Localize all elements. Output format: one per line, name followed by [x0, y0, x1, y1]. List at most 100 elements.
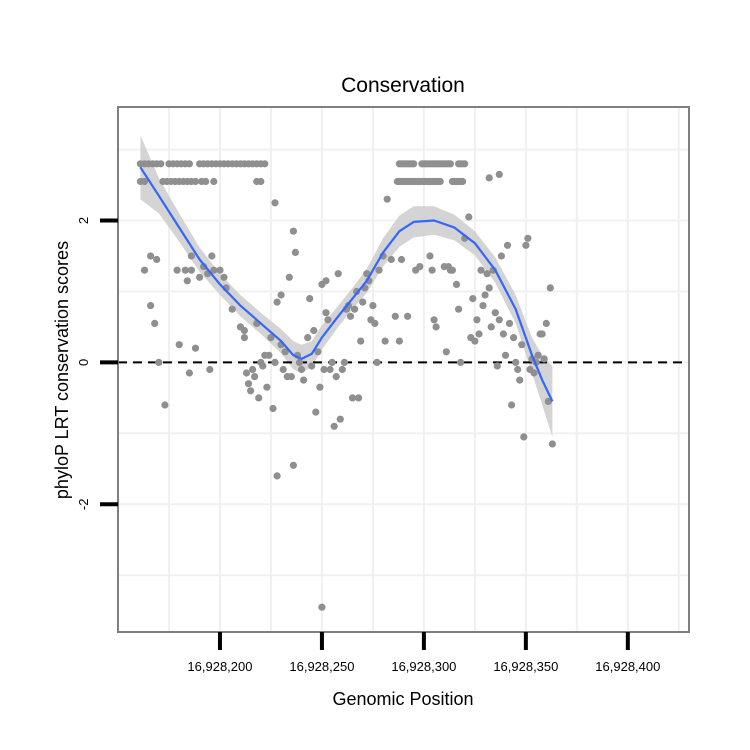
data-point	[446, 160, 454, 168]
x-tick-label: 16,928,400	[595, 659, 660, 674]
data-point	[520, 433, 528, 441]
gridlines	[117, 107, 689, 632]
data-point	[428, 266, 436, 274]
data-point	[175, 341, 183, 349]
data-point	[479, 302, 487, 310]
data-point	[273, 298, 281, 306]
data-point	[251, 373, 259, 381]
data-point	[140, 177, 149, 186]
data-point	[348, 394, 357, 402]
data-point	[255, 394, 263, 402]
data-point	[530, 369, 538, 377]
data-point	[505, 319, 514, 327]
data-point	[297, 365, 306, 374]
data-point	[338, 365, 346, 374]
data-point	[387, 255, 395, 264]
data-point	[306, 295, 314, 303]
data-point	[191, 177, 200, 186]
data-point	[147, 252, 155, 260]
data-point	[373, 358, 381, 366]
data-point	[228, 305, 236, 313]
data-point	[208, 252, 216, 260]
data-point	[300, 376, 308, 384]
data-point	[334, 270, 342, 278]
data-point	[242, 369, 251, 377]
data-point	[265, 351, 273, 359]
data-point	[326, 365, 334, 374]
x-axis-ticks: 16,928,200 16,928,250 16,928,300 16,928,350…	[187, 632, 660, 674]
data-point	[271, 358, 279, 366]
data-point	[514, 365, 522, 374]
data-point	[512, 358, 520, 366]
data-point	[314, 348, 322, 356]
data-point	[542, 319, 550, 327]
x-tick-label: 16,928,350	[493, 659, 558, 674]
data-point	[499, 330, 507, 338]
data-point	[369, 302, 377, 310]
data-point	[346, 312, 355, 320]
data-point	[477, 266, 485, 274]
data-point	[304, 334, 312, 342]
data-point	[210, 266, 218, 274]
data-point	[332, 373, 340, 381]
data-point	[351, 305, 359, 313]
data-point	[183, 277, 191, 285]
data-point	[328, 358, 336, 366]
data-point	[140, 266, 149, 274]
data-point	[318, 603, 326, 611]
x-axis-label: Genomic Position	[332, 689, 473, 709]
data-point	[544, 397, 552, 405]
data-point	[397, 255, 406, 264]
data-point	[509, 334, 518, 342]
data-point	[485, 174, 493, 182]
data-point	[153, 255, 161, 264]
data-point	[538, 330, 546, 338]
data-point	[263, 383, 271, 391]
data-point	[416, 263, 424, 271]
data-point	[491, 309, 499, 317]
data-point	[259, 362, 267, 370]
data-point	[495, 170, 503, 178]
loess-curve	[139, 166, 554, 402]
data-point	[289, 227, 297, 235]
data-point	[546, 284, 554, 292]
data-point	[475, 330, 483, 338]
data-point	[187, 266, 195, 274]
data-point	[503, 241, 512, 249]
data-point	[249, 365, 257, 374]
data-point	[497, 252, 505, 260]
data-point	[291, 248, 299, 256]
data-point	[161, 401, 169, 409]
data-point	[524, 234, 532, 242]
data-point	[285, 273, 293, 281]
data-point	[147, 302, 155, 310]
data-point	[320, 365, 328, 374]
data-point	[322, 277, 330, 285]
data-point	[516, 376, 524, 384]
x-tick-label: 16,928,250	[289, 659, 354, 674]
data-point	[508, 401, 516, 409]
data-point	[426, 252, 434, 260]
data-point	[308, 362, 316, 370]
data-point	[473, 316, 481, 324]
data-point	[469, 295, 477, 303]
chart-title: Conservation	[341, 74, 465, 97]
data-points	[136, 160, 557, 611]
data-point	[267, 334, 275, 342]
data-point	[371, 319, 379, 327]
data-point	[240, 334, 248, 342]
data-point	[465, 213, 473, 221]
data-point	[185, 160, 193, 168]
data-point	[355, 394, 363, 402]
y-axis-ticks: -2 0 2	[76, 217, 118, 510]
data-point	[461, 160, 469, 168]
data-point	[395, 337, 403, 345]
data-point	[187, 252, 195, 260]
data-point	[273, 472, 281, 480]
data-point	[295, 358, 304, 366]
data-point	[452, 280, 461, 288]
data-point	[357, 337, 365, 345]
data-point	[279, 365, 287, 374]
data-point	[269, 404, 277, 413]
